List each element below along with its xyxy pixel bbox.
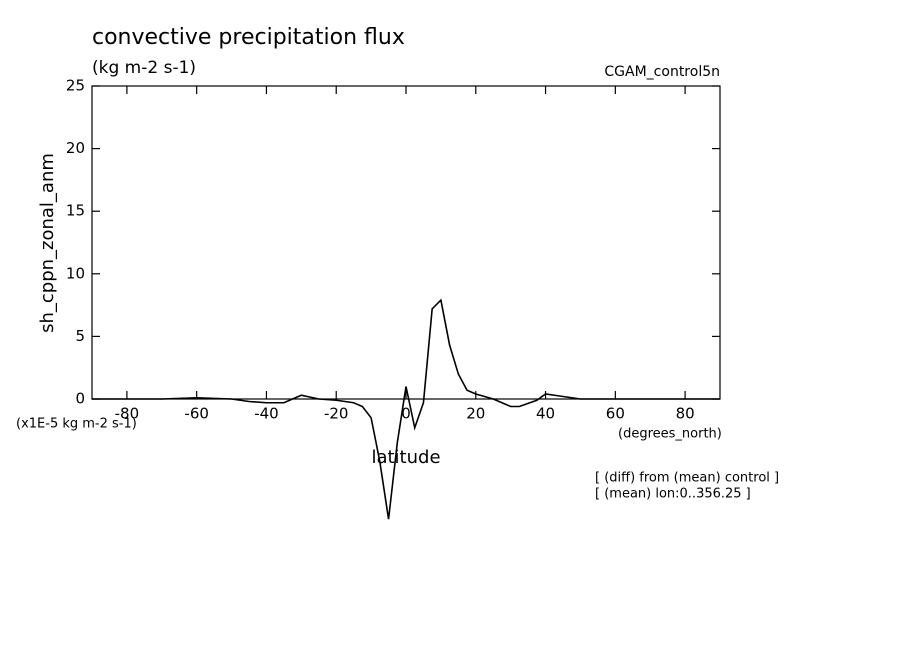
chart-title: convective precipitation flux (92, 25, 405, 50)
plot-frame (91, 85, 721, 400)
y-tick-label: 20 (66, 139, 85, 157)
x-tick-label: 20 (466, 405, 485, 423)
x-tick-label: 80 (676, 405, 695, 423)
y-tick-label: 5 (75, 327, 85, 345)
x-tick-label: -60 (184, 405, 209, 423)
x-tick-label: -80 (115, 405, 140, 423)
x-tick-label: -20 (324, 405, 349, 423)
y-units: (x1E-5 kg m-2 s-1) (16, 417, 137, 432)
y-axis-label: sh_cppn_zonal_anm (37, 153, 58, 333)
chart-subtitle: (kg m-2 s-1) (92, 58, 196, 78)
x-tick-label: 40 (536, 405, 555, 423)
y-tick-label: 25 (66, 77, 85, 95)
dataset-label: CGAM_control5n (604, 64, 720, 80)
x-tick-label: 0 (401, 405, 411, 423)
x-tick-label: 60 (606, 405, 625, 423)
x-units: (degrees_north) (618, 427, 722, 442)
data-line (92, 298, 720, 520)
note: [ (mean) lon:0..356.25 ] (595, 487, 751, 502)
note: [ (diff) from (mean) control ] (595, 471, 779, 486)
y-tick-label: 0 (75, 390, 85, 408)
y-tick-label: 10 (66, 264, 85, 282)
x-tick-label: -40 (254, 405, 279, 423)
x-axis-label: latitude (371, 447, 440, 468)
y-tick-label: 15 (66, 202, 85, 220)
